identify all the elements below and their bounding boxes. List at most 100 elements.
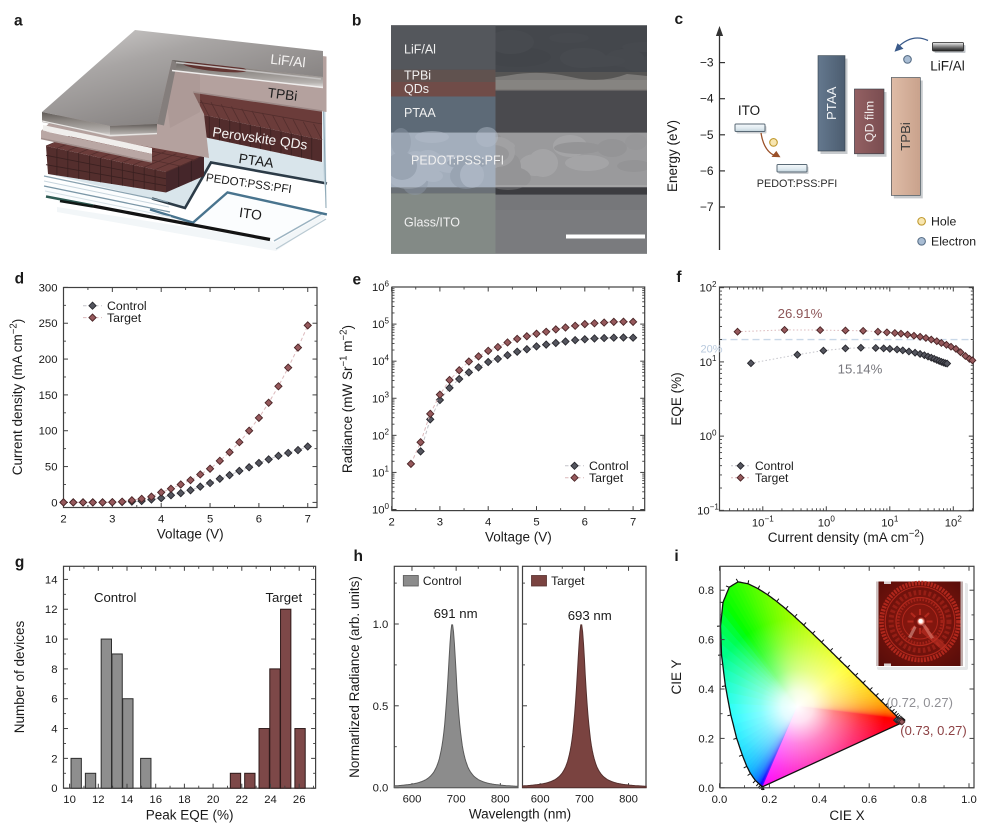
svg-text:4: 4 [158,514,164,526]
svg-text:Voltage (V): Voltage (V) [485,530,552,545]
svg-text:EQE (%): EQE (%) [669,372,684,425]
svg-text:3: 3 [109,514,115,526]
svg-text:14: 14 [121,794,134,806]
svg-text:g: g [15,554,24,571]
svg-text:(0.72, 0.27): (0.72, 0.27) [886,695,953,710]
svg-text:12: 12 [45,604,58,616]
svg-text:18: 18 [178,794,191,806]
svg-text:Glass/ITO: Glass/ITO [404,216,460,230]
svg-text:1.0: 1.0 [961,794,977,806]
svg-text:0: 0 [51,783,57,795]
svg-text:i: i [674,548,678,565]
svg-text:Target: Target [755,471,789,485]
svg-text:0.0: 0.0 [712,794,728,806]
svg-text:PTAA: PTAA [824,86,839,120]
svg-text:Target: Target [265,590,302,605]
svg-text:ITO: ITO [738,103,760,118]
svg-text:26: 26 [293,794,306,806]
svg-text:PEDOT:PSS:PFI: PEDOT:PSS:PFI [411,154,504,168]
svg-text:−4: −4 [700,92,714,106]
svg-text:a: a [14,13,23,30]
svg-text:LiF/Al: LiF/Al [404,43,436,57]
svg-text:Current density (mA cm−2): Current density (mA cm−2) [8,319,25,476]
svg-text:Peak EQE (%): Peak EQE (%) [146,808,234,823]
svg-text:0.4: 0.4 [811,794,827,806]
svg-text:Target: Target [589,471,624,485]
svg-text:5: 5 [207,514,213,526]
svg-text:10: 10 [45,634,58,646]
svg-text:2: 2 [60,514,66,526]
svg-text:6: 6 [256,514,262,526]
svg-text:LiF/Al: LiF/Al [930,59,965,74]
svg-text:(0.73, 0.27): (0.73, 0.27) [900,723,967,738]
svg-text:7: 7 [305,514,311,526]
svg-text:8: 8 [51,664,57,676]
svg-text:−3: −3 [700,56,714,70]
svg-text:0.8: 0.8 [911,794,927,806]
svg-text:Number of devices: Number of devices [12,620,27,733]
svg-text:0.4: 0.4 [698,684,714,696]
svg-text:Normarlized Radiance (arb. uni: Normarlized Radiance (arb. units) [347,576,362,778]
svg-text:TPBi: TPBi [404,69,431,83]
svg-text:0.6: 0.6 [861,794,877,806]
svg-text:693 nm: 693 nm [568,608,612,623]
svg-text:24: 24 [264,794,277,806]
svg-text:26.91%: 26.91% [778,306,823,321]
svg-text:CIE X: CIE X [829,808,864,823]
svg-text:0.0: 0.0 [698,783,714,795]
svg-text:QDs: QDs [404,82,429,96]
svg-text:−6: −6 [700,164,714,178]
svg-text:250: 250 [39,318,58,330]
svg-text:22: 22 [236,794,249,806]
svg-text:20%: 20% [700,344,722,356]
svg-text:QD film: QD film [863,101,877,142]
svg-text:TPBi: TPBi [267,85,299,104]
svg-text:6: 6 [582,517,588,529]
svg-text:0.5: 0.5 [373,701,389,713]
svg-text:Hole: Hole [931,215,956,229]
svg-text:6: 6 [51,694,57,706]
svg-text:e: e [352,271,361,288]
svg-text:300: 300 [39,282,58,294]
svg-text:PTAA: PTAA [404,106,436,120]
svg-text:f: f [676,269,682,286]
svg-text:−7: −7 [700,200,714,214]
svg-text:Control: Control [94,590,137,605]
svg-text:15.14%: 15.14% [838,362,883,377]
svg-text:Electron: Electron [931,235,976,249]
svg-text:1.0: 1.0 [373,619,389,631]
svg-text:50: 50 [45,462,58,474]
svg-text:PTAA: PTAA [238,151,276,171]
svg-text:b: b [352,13,361,30]
svg-text:CIE Y: CIE Y [669,659,684,694]
svg-text:0.6: 0.6 [698,635,714,647]
svg-text:d: d [15,270,24,287]
svg-text:150: 150 [39,390,58,402]
svg-text:−5: −5 [700,128,714,142]
svg-text:7: 7 [630,517,636,529]
svg-text:Control: Control [589,459,629,473]
svg-text:2: 2 [388,517,394,529]
svg-text:Current density (mA cm−2): Current density (mA cm−2) [768,528,925,545]
svg-text:Wavelength (nm): Wavelength (nm) [469,807,571,822]
svg-text:0.2: 0.2 [762,794,778,806]
svg-text:0.8: 0.8 [698,585,714,597]
svg-text:Target: Target [551,574,585,588]
svg-text:800: 800 [491,794,510,806]
svg-text:Control: Control [423,574,462,588]
svg-text:14: 14 [45,574,58,586]
svg-text:Control: Control [755,459,794,473]
svg-text:Radiance (mW Sr−1 m−2): Radiance (mW Sr−1 m−2) [338,325,355,473]
svg-text:100: 100 [39,426,58,438]
svg-text:PEDOT:PSS:PFI: PEDOT:PSS:PFI [757,178,837,190]
svg-text:c: c [674,11,683,28]
svg-text:700: 700 [447,794,466,806]
svg-text:4: 4 [51,724,57,736]
svg-text:TPBi: TPBi [898,122,913,151]
svg-text:h: h [353,548,362,565]
svg-text:12: 12 [92,794,105,806]
svg-text:Control: Control [107,299,147,313]
svg-text:20: 20 [207,794,220,806]
svg-text:0: 0 [51,497,57,509]
svg-text:700: 700 [575,794,594,806]
